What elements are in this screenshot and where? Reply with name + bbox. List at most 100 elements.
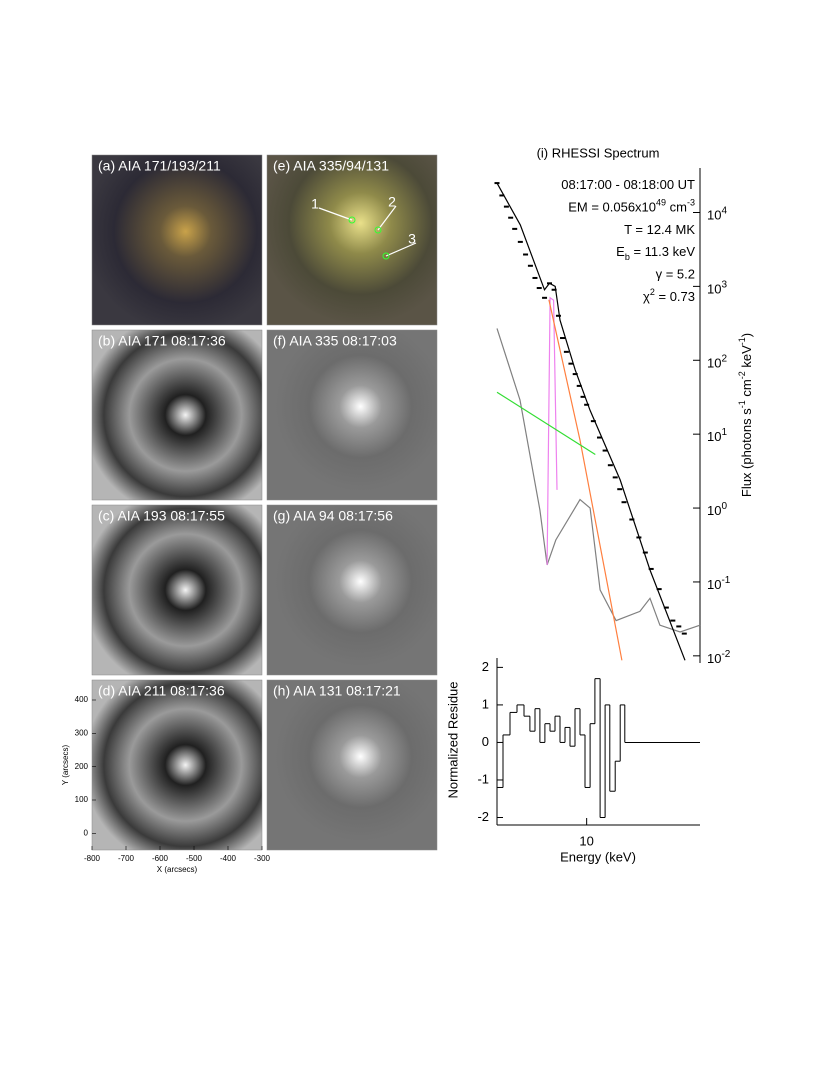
- y-tick-label: 102: [707, 353, 727, 370]
- superscript: -1: [737, 400, 747, 408]
- marker-pointer: [385, 242, 417, 257]
- data-point: [642, 551, 648, 554]
- data-point: [607, 464, 613, 467]
- image-panel: [91, 679, 263, 851]
- marker-label: 3: [408, 231, 416, 247]
- y-tick-label: 1: [482, 696, 489, 711]
- superscript: -1: [737, 337, 747, 345]
- y-tick-label: 101: [707, 427, 727, 444]
- y-tick-label: -1: [477, 771, 489, 786]
- x-tick-label: -700: [118, 854, 135, 863]
- image-panel: [266, 504, 438, 676]
- marker-spot: [348, 216, 356, 224]
- model-curve: [548, 299, 623, 661]
- marker-label: 1: [311, 196, 319, 212]
- image-panel: [91, 504, 263, 676]
- x-tick-label: -600: [152, 854, 169, 863]
- tick-base: 10: [707, 208, 721, 223]
- y-tick-label: 100: [75, 795, 89, 804]
- image-panel: [266, 329, 438, 501]
- panel-label: (g) AIA 94 08:17:56: [273, 508, 393, 524]
- text-run: = 11.3 keV: [630, 245, 695, 260]
- tick-exponent: 1: [721, 427, 727, 438]
- model-curve: [496, 328, 701, 633]
- text-run: T = 12.4 MK: [624, 222, 695, 237]
- data-point: [602, 449, 608, 452]
- y-tick-label: 200: [75, 762, 89, 771]
- superscript: -3: [687, 198, 695, 208]
- model-curve: [496, 182, 686, 661]
- data-point: [676, 625, 682, 628]
- y-tick-label: 300: [75, 728, 89, 737]
- text-run: ): [739, 333, 754, 337]
- y-tick-label: 10-1: [707, 575, 731, 592]
- tick-base: 10: [707, 430, 721, 445]
- data-point: [568, 362, 574, 365]
- data-point: [563, 350, 569, 353]
- superscript: 49: [656, 198, 666, 208]
- data-point: [499, 194, 505, 197]
- marker-spot: [374, 226, 382, 234]
- data-point: [555, 314, 561, 317]
- marker-spot: [382, 252, 390, 260]
- y-tick-label: -2: [477, 809, 489, 824]
- x-axis-label: Energy (keV): [560, 849, 636, 864]
- data-point: [532, 276, 538, 279]
- y-tick-label: 400: [75, 695, 89, 704]
- data-point: [560, 337, 566, 340]
- tick-exponent: -2: [721, 649, 730, 660]
- annotation: 08:17:00 - 08:18:00 UT: [561, 177, 695, 192]
- data-point: [551, 288, 557, 291]
- text-run: 08:17:00 - 08:18:00 UT: [561, 177, 695, 192]
- data-point: [590, 420, 596, 423]
- tick-exponent: 4: [721, 206, 727, 217]
- panel-label: (a) AIA 171/193/211: [98, 158, 221, 174]
- y-tick-label: 2: [482, 659, 489, 674]
- data-point: [576, 384, 582, 387]
- tick-base: 10: [707, 503, 721, 518]
- superscript: 2: [650, 287, 655, 297]
- panel-label: (c) AIA 193 08:17:55: [98, 508, 225, 524]
- tick-exponent: 0: [721, 501, 727, 512]
- image-panel: [91, 329, 263, 501]
- y-tick-label: 104: [707, 206, 727, 223]
- text-run: keV: [739, 345, 754, 371]
- tick-base: 10: [707, 282, 721, 297]
- y-tick-label: 103: [707, 280, 727, 297]
- text-run: Flux (photons s: [739, 408, 754, 497]
- x-tick-label: 10: [579, 833, 593, 848]
- data-point: [542, 296, 548, 299]
- data-point: [617, 488, 623, 491]
- tick-base: 10: [707, 356, 721, 371]
- annotation: γ = 5.2: [656, 267, 695, 282]
- model-curve: [546, 296, 558, 565]
- x-tick-label: -400: [220, 854, 237, 863]
- text-run: EM = 0.056x10: [568, 200, 656, 215]
- data-point: [681, 632, 687, 635]
- step-riser: [502, 678, 626, 818]
- image-panel: [266, 154, 438, 326]
- tick-exponent: 2: [721, 353, 727, 364]
- text-run: χ: [643, 289, 650, 304]
- data-point: [670, 619, 676, 622]
- annotation: Eb = 11.3 keV: [616, 245, 695, 263]
- y-axis-label: Y (arcsecs): [61, 745, 70, 786]
- data-point: [648, 567, 654, 570]
- text-run: cm: [739, 379, 754, 400]
- y-tick-label: 10-2: [707, 649, 731, 666]
- data-point: [517, 240, 523, 243]
- panel-label: (e) AIA 335/94/131: [273, 158, 389, 174]
- chart-title: (i) RHESSI Spectrum: [537, 145, 660, 160]
- data-point: [663, 606, 669, 609]
- tick-base: 10: [707, 577, 721, 592]
- model-curve: [496, 391, 596, 456]
- x-tick-label: -300: [254, 854, 271, 863]
- data-point: [621, 501, 627, 504]
- y-tick-label: 0: [84, 828, 89, 837]
- data-point: [580, 395, 586, 398]
- annotation: T = 12.4 MK: [624, 222, 695, 237]
- data-point: [536, 287, 542, 290]
- data-point: [508, 216, 514, 219]
- data-point: [527, 264, 533, 267]
